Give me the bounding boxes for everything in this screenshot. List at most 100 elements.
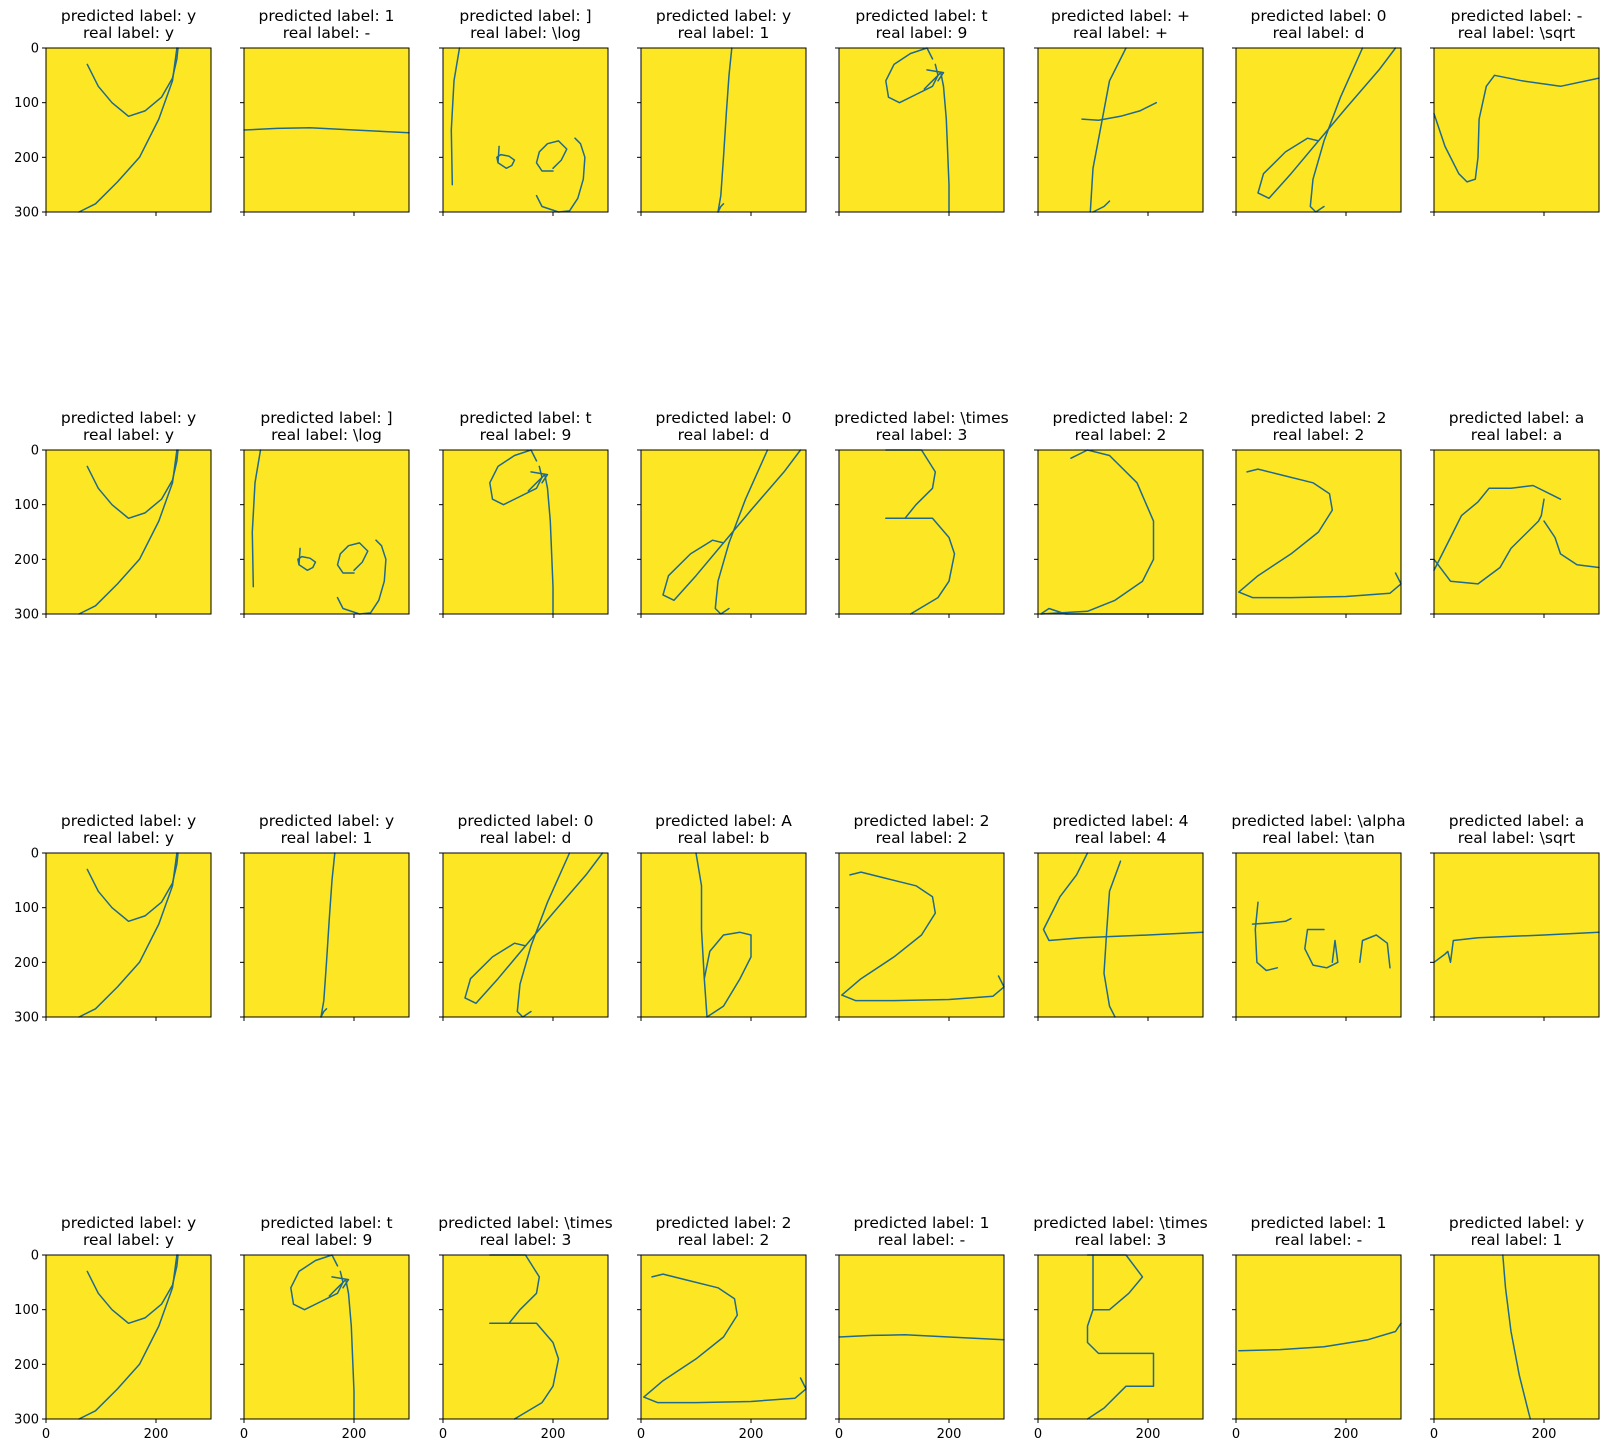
panel-image [46, 48, 211, 212]
real-label: real label: \sqrt [1458, 829, 1576, 847]
stroke [336, 542, 369, 574]
panel-frame [45, 852, 212, 1018]
y-tick-label: 0 [31, 444, 39, 459]
panel: predicted label: ]real label: \log [240, 409, 410, 618]
predicted-label: predicted label: y [61, 812, 196, 830]
predicted-label: predicted label: ] [260, 409, 392, 427]
y-tick-label: 0 [31, 42, 39, 57]
panel-frame [838, 47, 1005, 213]
stroke [1089, 47, 1127, 213]
stroke [926, 69, 945, 82]
real-label: real label: y [83, 24, 174, 42]
stroke [527, 473, 554, 615]
y-tick-label: 300 [14, 1011, 39, 1026]
stroke [86, 852, 179, 923]
y-tick-label: 0 [31, 1249, 39, 1264]
stroke [1433, 74, 1600, 183]
predicted-label: predicted label: A [655, 812, 792, 830]
panel: predicted label: ]real label: \log [439, 7, 609, 216]
predicted-label: predicted label: - [1451, 7, 1583, 25]
predicted-label: predicted label: t [459, 409, 591, 427]
panel-image [1236, 853, 1401, 1017]
panel-image [244, 1255, 409, 1419]
predicted-label: predicted label: t [260, 1214, 392, 1232]
real-label: real label: 2 [1273, 426, 1365, 444]
stroke [1304, 928, 1339, 969]
stroke [1433, 931, 1600, 964]
panel-image [244, 48, 409, 212]
panel-frame [640, 1254, 807, 1420]
stroke [1103, 860, 1122, 1018]
predicted-label: predicted label: y [259, 812, 394, 830]
panel-image [46, 853, 211, 1017]
real-label: real label: 1 [678, 24, 770, 42]
predicted-label: predicted label: 2 [1251, 409, 1387, 427]
predicted-label: predicted label: 4 [1053, 812, 1189, 830]
y-tick-label: 100 [14, 1303, 39, 1318]
predicted-label: predicted label: \times [438, 1214, 612, 1232]
stroke [695, 852, 708, 1018]
panel-frame [1037, 1254, 1204, 1420]
panel-image [1038, 450, 1203, 614]
stroke [1238, 1322, 1402, 1352]
stroke [1433, 498, 1545, 585]
x-tick-label: 0 [835, 1427, 843, 1442]
stroke [243, 127, 410, 134]
y-tick-label: 300 [14, 206, 39, 221]
panel-image [1434, 1255, 1599, 1419]
stroke [450, 47, 461, 186]
panel-frame [640, 449, 807, 615]
real-label: real label: 9 [480, 426, 572, 444]
panel-image [1038, 853, 1203, 1017]
real-label: real label: \tan [1262, 829, 1375, 847]
stroke [489, 449, 543, 506]
panel-frame [45, 47, 212, 213]
panel-image [1038, 1255, 1203, 1419]
real-label: real label: y [83, 1231, 174, 1249]
panel-image [46, 1255, 211, 1419]
panel-frame [442, 47, 609, 213]
panel-frame [1037, 47, 1204, 213]
panel-frame [1037, 449, 1204, 615]
stroke [1251, 917, 1292, 925]
predicted-label: predicted label: y [61, 7, 196, 25]
real-label: real label: d [480, 829, 572, 847]
panel-frame [243, 47, 410, 213]
predicted-label: predicted label: 0 [1251, 7, 1387, 25]
y-tick-label: 200 [14, 553, 39, 568]
stroke [703, 931, 752, 1018]
stroke [290, 1254, 344, 1311]
real-label: real label: y [83, 829, 174, 847]
panel-image [1236, 1255, 1401, 1419]
panel-frame [243, 852, 410, 1018]
predicted-label: predicted label: 2 [656, 1214, 792, 1232]
stroke [78, 47, 178, 213]
real-label: real label: 9 [876, 24, 968, 42]
stroke [1086, 1254, 1155, 1420]
y-tick-label: 200 [14, 151, 39, 166]
x-tick-label: 0 [240, 1427, 248, 1442]
stroke [78, 449, 178, 615]
panel: predicted label: +real label: + [1034, 7, 1204, 216]
panel-frame [1235, 47, 1402, 213]
stroke [1433, 484, 1562, 572]
stroke [1238, 468, 1402, 599]
predicted-label: predicted label: 2 [1053, 409, 1189, 427]
stroke [1081, 101, 1158, 121]
stroke [320, 852, 336, 1018]
stroke [717, 47, 733, 213]
real-label: real label: y [83, 426, 174, 444]
stroke [1254, 901, 1279, 972]
real-label: real label: 2 [678, 1231, 770, 1249]
panel-frame [1235, 1254, 1402, 1420]
real-label: real label: b [678, 829, 770, 847]
panel-frame [640, 47, 807, 213]
panel-frame [442, 852, 609, 1018]
